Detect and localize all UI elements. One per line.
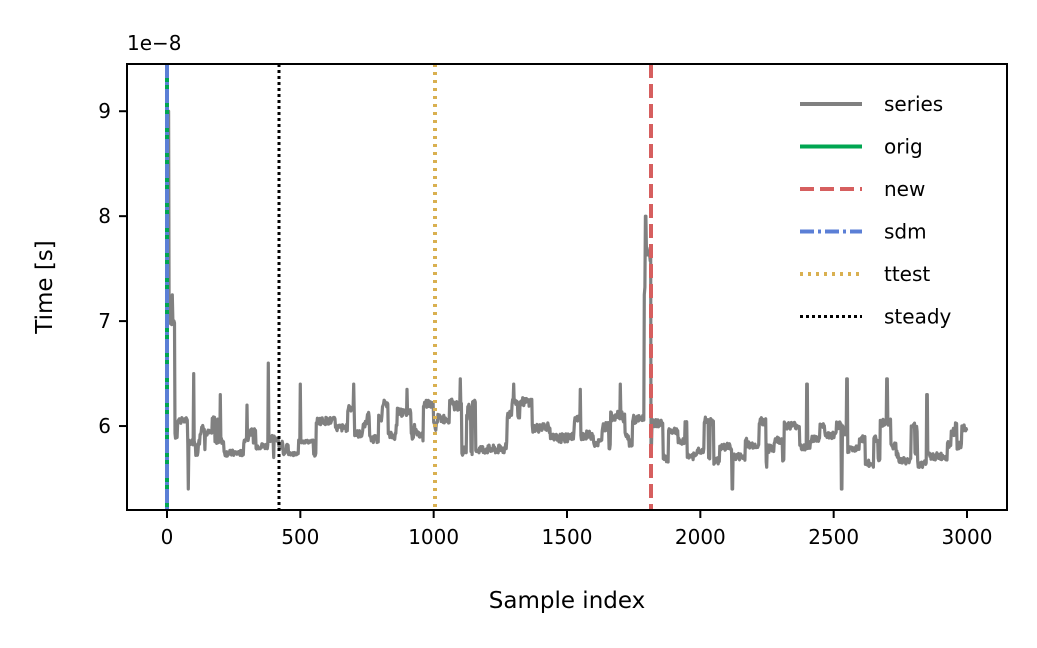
x-tick-label: 1500 [542, 525, 593, 549]
legend-label-orig: orig [884, 135, 923, 159]
legend-label-new: new [884, 177, 925, 201]
plot-area [165, 64, 969, 510]
x-axis-label: Sample index [489, 588, 645, 614]
x-tick-label: 1000 [408, 525, 459, 549]
legend-label-ttest: ttest [884, 262, 930, 286]
x-tick-label: 2500 [808, 525, 859, 549]
y-axis: 6 7 8 9 [98, 99, 127, 438]
y-tick-label: 8 [98, 204, 111, 228]
y-tick-label: 9 [98, 99, 111, 123]
legend-label-series: series [884, 92, 943, 116]
x-tick-label: 500 [281, 525, 319, 549]
legend: series orig new sdm ttest steady [800, 92, 952, 329]
y-offset-label: 1e−8 [127, 31, 182, 55]
y-axis-label: Time [s] [32, 240, 58, 335]
x-axis: 0 500 1000 1500 2000 2500 3000 [161, 510, 993, 549]
legend-label-steady: steady [884, 305, 952, 329]
series-line [165, 79, 969, 491]
y-tick-label: 6 [98, 414, 111, 438]
y-tick-label: 7 [98, 309, 111, 333]
x-tick-label: 3000 [942, 525, 993, 549]
x-tick-label: 2000 [675, 525, 726, 549]
legend-label-sdm: sdm [884, 220, 927, 244]
x-tick-label: 0 [161, 525, 174, 549]
